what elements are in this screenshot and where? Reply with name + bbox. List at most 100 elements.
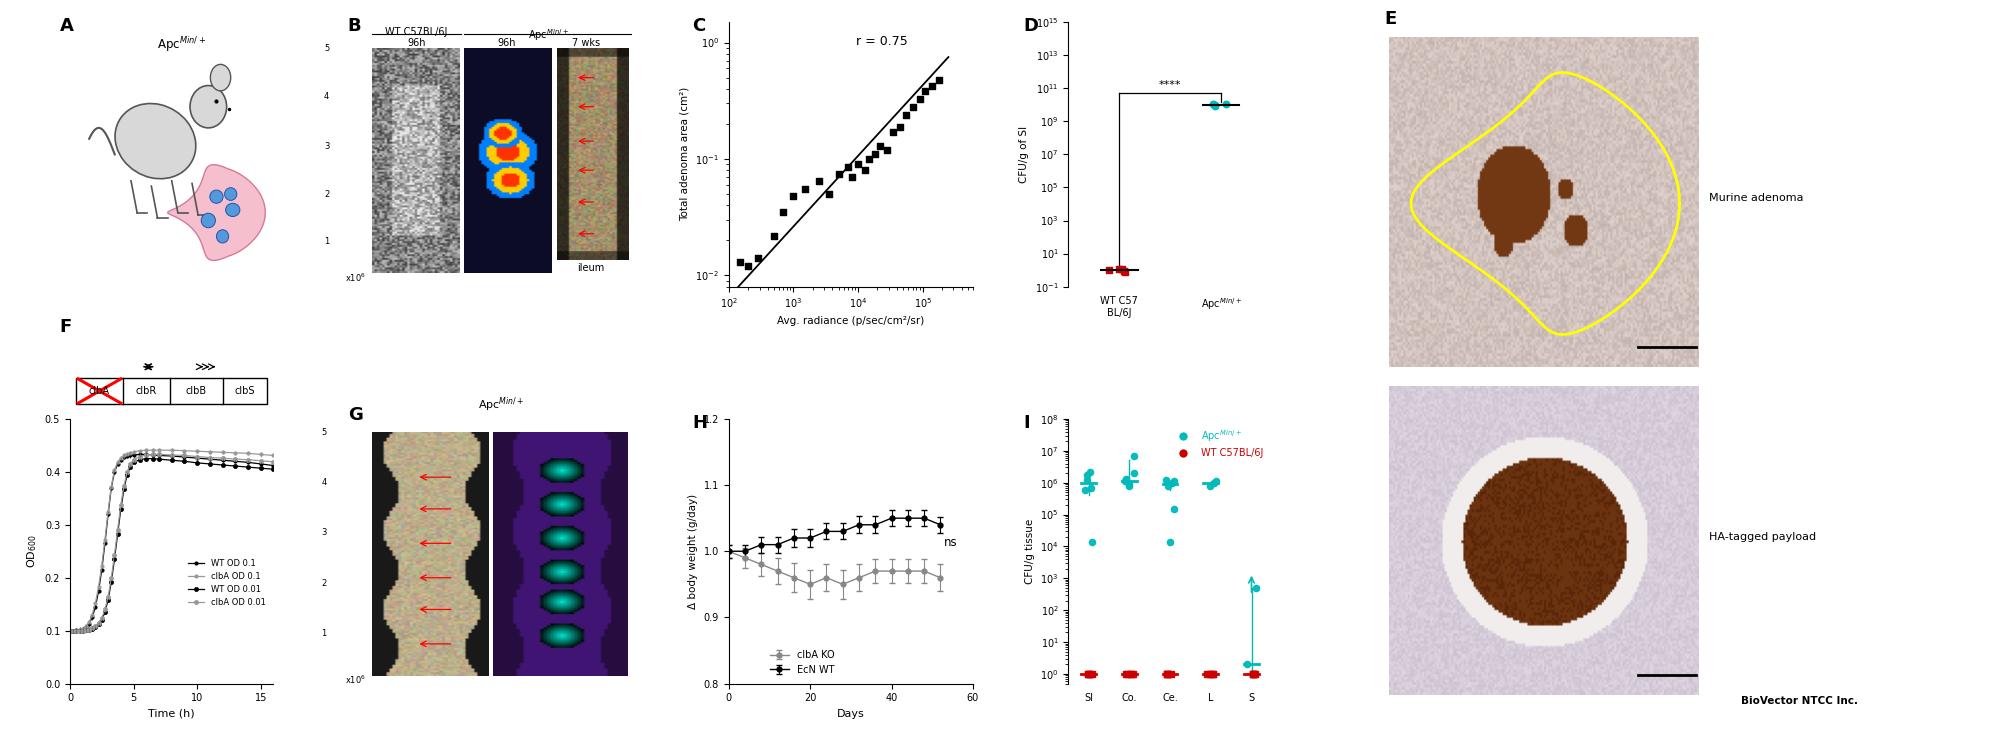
clbA OD 0.01 xyxy=(112,481,136,490)
WT OD 0.01 xyxy=(102,555,126,564)
Point xyxy=(1093,265,1125,276)
Y-axis label: CFU/g tissue: CFU/g tissue xyxy=(1025,519,1035,584)
Circle shape xyxy=(210,65,230,91)
Point xyxy=(853,153,885,165)
clbA OD 0.01 xyxy=(78,625,102,634)
WT OD 0.01 xyxy=(140,454,164,463)
WT OD 0.1 xyxy=(112,453,136,462)
clbA OD 0.1 xyxy=(112,451,136,460)
clbA OD 0.1 xyxy=(198,448,222,456)
WT OD 0.1 xyxy=(148,451,172,460)
Text: 5: 5 xyxy=(324,44,330,53)
Text: H: H xyxy=(691,414,707,431)
Text: ileum: ileum xyxy=(577,263,603,273)
clbA OD 0.01 xyxy=(262,457,286,466)
Point xyxy=(1071,474,1103,486)
WT OD 0.01 xyxy=(100,578,124,587)
Point xyxy=(1237,668,1269,680)
Point xyxy=(1071,668,1103,680)
Text: D: D xyxy=(1023,17,1039,35)
X-axis label: Days: Days xyxy=(837,709,865,719)
Point xyxy=(1113,478,1145,490)
Text: 7 wks: 7 wks xyxy=(571,38,599,48)
Point xyxy=(1069,484,1101,495)
Point xyxy=(1237,668,1269,680)
clbA OD 0.01 xyxy=(122,455,146,464)
WT OD 0.01 xyxy=(122,458,146,467)
Point xyxy=(1151,668,1183,680)
Ellipse shape xyxy=(190,85,226,128)
Point xyxy=(1199,476,1231,487)
WT OD 0.1 xyxy=(100,484,124,492)
WT OD 0.01 xyxy=(128,455,152,464)
Text: 5: 5 xyxy=(322,428,326,437)
clbA OD 0.01 xyxy=(84,622,108,631)
Point xyxy=(1197,668,1229,680)
Text: Murine adenoma: Murine adenoma xyxy=(1708,193,1802,204)
Text: C: C xyxy=(691,17,705,35)
clbA OD 0.1 xyxy=(108,453,132,462)
clbA OD 0.1 xyxy=(116,450,140,459)
Point xyxy=(1117,467,1149,479)
WT OD 0.1 xyxy=(210,456,234,465)
clbA OD 0.1 xyxy=(96,507,120,516)
Text: ns: ns xyxy=(943,536,957,549)
clbA OD 0.1 xyxy=(92,535,116,544)
clbA OD 0.01 xyxy=(224,455,248,464)
clbA OD 0.1 xyxy=(236,449,260,458)
Point xyxy=(1151,480,1183,492)
clbA OD 0.1 xyxy=(102,466,126,475)
WT OD 0.1 xyxy=(262,461,286,470)
Point xyxy=(1109,476,1141,487)
Text: 96h: 96h xyxy=(408,38,426,48)
Point xyxy=(1151,668,1183,680)
WT OD 0.01 xyxy=(198,459,222,468)
WT OD 0.1 xyxy=(90,565,114,574)
Point xyxy=(863,140,895,151)
Point xyxy=(1239,668,1271,680)
Point xyxy=(1111,668,1143,680)
Point xyxy=(1115,668,1147,680)
Text: G: G xyxy=(348,406,362,423)
WT OD 0.01 xyxy=(62,626,86,635)
Text: BioVector NTCC Inc.: BioVector NTCC Inc. xyxy=(1740,695,1856,706)
WT OD 0.1 xyxy=(62,626,86,635)
WT OD 0.1 xyxy=(84,603,108,612)
Point xyxy=(889,109,921,121)
Point xyxy=(903,93,935,104)
WT OD 0.1 xyxy=(122,451,146,459)
clbA OD 0.01 xyxy=(198,453,222,462)
X-axis label: Avg. radiance (p/sec/cm²/sr): Avg. radiance (p/sec/cm²/sr) xyxy=(777,316,923,326)
Point xyxy=(1109,266,1141,278)
Point xyxy=(1155,477,1187,489)
Point xyxy=(1193,480,1225,492)
Text: Apc$^{Min/+}$: Apc$^{Min/+}$ xyxy=(527,27,569,43)
clbA OD 0.01 xyxy=(160,451,184,459)
Text: A: A xyxy=(60,17,74,35)
Text: clbB: clbB xyxy=(186,386,206,396)
Y-axis label: Total adenoma area (cm²): Total adenoma area (cm²) xyxy=(679,87,689,221)
Text: x10$^6$: x10$^6$ xyxy=(346,673,366,686)
Point xyxy=(1117,450,1149,462)
WT OD 0.1 xyxy=(80,613,104,622)
Point xyxy=(835,171,867,183)
clbA OD 0.01 xyxy=(92,605,116,614)
WT OD 0.1 xyxy=(74,623,98,631)
Ellipse shape xyxy=(226,204,240,217)
clbA OD 0.1 xyxy=(210,448,234,456)
clbA OD 0.1 xyxy=(74,622,98,631)
WT OD 0.1 xyxy=(58,626,82,635)
clbA OD 0.01 xyxy=(140,450,164,459)
Point xyxy=(1071,469,1103,481)
WT OD 0.1 xyxy=(106,459,130,468)
WT OD 0.1 xyxy=(134,450,158,459)
WT OD 0.01 xyxy=(118,462,142,471)
clbA OD 0.01 xyxy=(96,592,120,601)
Point xyxy=(1197,477,1229,489)
WT OD 0.01 xyxy=(64,626,88,635)
WT OD 0.1 xyxy=(92,539,116,548)
WT OD 0.1 xyxy=(86,587,110,595)
Point xyxy=(1071,668,1103,680)
Text: 1: 1 xyxy=(324,237,330,246)
clbA OD 0.01 xyxy=(74,625,98,634)
